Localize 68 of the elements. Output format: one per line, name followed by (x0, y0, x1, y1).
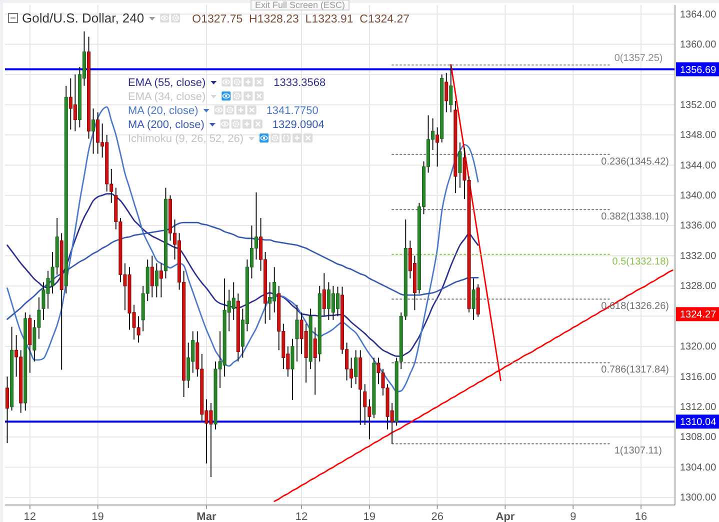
x-tick-label: Apr (496, 510, 516, 522)
candlestick (354, 350, 358, 385)
y-tick-label: 1308.00 (680, 432, 717, 444)
legend-label: MA (200, close) (128, 119, 204, 131)
text: 1324.27 (680, 310, 717, 321)
candlestick (186, 342, 190, 388)
series-label: 0.786(1317.84) (601, 364, 669, 376)
x-tick-label: 16 (634, 510, 648, 522)
candlestick (290, 338, 294, 401)
ref-line-label: 1356.69 (680, 64, 717, 76)
candlestick (444, 72, 448, 113)
annotation: 1333.3568 (274, 77, 326, 89)
x-tick-label: 19 (92, 510, 104, 522)
y-tick-label: 1348.00 (680, 130, 717, 142)
y-tick-label: 1304.00 (680, 462, 717, 474)
legend-label: MA (20, close) (128, 105, 198, 117)
series-label: 0.236(1345.42) (601, 156, 669, 168)
chart-title: Gold/U.S. Dollar, 240 (22, 10, 144, 26)
series-label: 0.5(1332.18) (612, 256, 669, 268)
x-tick-label: Mar (196, 510, 217, 522)
candlestick (159, 262, 163, 298)
candlestick (336, 286, 340, 317)
annotation: 1341.7750 (266, 105, 318, 117)
annotation: Ichimoku (9, 26, 52, 26) (128, 133, 244, 145)
y-tick-label: 1332.00 (680, 250, 717, 262)
line-series (6, 193, 479, 357)
series-label: 1(1307.11) (614, 446, 662, 457)
y-tick-label: 1316.00 (680, 372, 717, 383)
candlestick (150, 255, 154, 298)
candlestick (363, 384, 367, 426)
candlestick (154, 262, 158, 298)
candlestick (449, 64, 453, 113)
y-tick-label: 1336.00 (680, 220, 717, 232)
y-tick-label: 1328.00 (680, 281, 717, 292)
candlestick (268, 282, 272, 320)
y-tick-label: 1312.00 (680, 402, 717, 414)
candlestick (472, 278, 476, 320)
y-tick-label: 1344.00 (680, 160, 717, 172)
candlestick (96, 112, 100, 154)
legend-label: EMA (55, close) (128, 77, 206, 89)
text: O1327.75 H1328.23 L1323.91 C1324.27 (192, 14, 410, 26)
line-series (6, 222, 479, 320)
candlestick (92, 108, 96, 154)
candlestick (313, 327, 317, 396)
y-tick-label: 1300.00 (680, 492, 717, 504)
candlestick (436, 126, 440, 168)
ref-line-label: 1310.04 (680, 417, 717, 428)
annotation: EMA (34, close) (128, 91, 206, 103)
y-tick-label: 1340.00 (680, 190, 717, 202)
x-tick-label: 26 (431, 510, 444, 522)
series-label: 0(1357.25) (614, 53, 663, 64)
y-tick-label: 1364.00 (680, 9, 717, 20)
candlestick (6, 376, 10, 444)
y-tick-label: 1320.00 (680, 342, 717, 353)
candlestick (322, 272, 326, 317)
candlestick (232, 282, 236, 320)
annotation: 1329.0904 (272, 119, 324, 131)
x-tick-label: 12 (295, 510, 308, 522)
y-tick-label: 1352.00 (680, 100, 717, 111)
line-series (6, 106, 479, 392)
candlestick (458, 142, 462, 188)
x-tick-label: 19 (363, 510, 376, 522)
candlestick (73, 74, 77, 132)
x-tick-label: 12 (24, 510, 36, 522)
x-tick-label: 9 (570, 510, 576, 522)
y-tick-label: 1360.00 (680, 39, 717, 50)
candlestick (295, 304, 299, 362)
series-label: 0.382(1338.10) (601, 212, 669, 223)
